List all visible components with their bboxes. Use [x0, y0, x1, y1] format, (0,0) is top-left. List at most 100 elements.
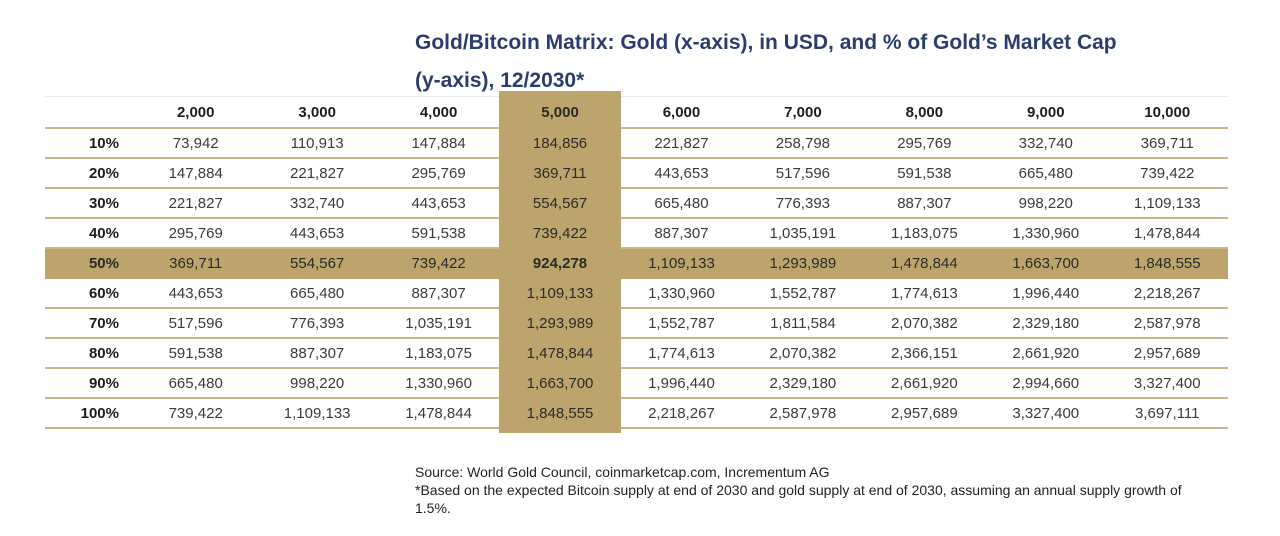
matrix-cell: 2,661,920	[863, 369, 986, 399]
column-header-6000: 6,000	[620, 96, 743, 129]
column-header-7000: 7,000	[742, 96, 864, 129]
matrix-cell: 2,070,382	[863, 309, 986, 339]
matrix-cell: 776,393	[256, 309, 378, 339]
matrix-cell: 110,913	[256, 129, 378, 159]
matrix-cell: 295,769	[377, 159, 500, 189]
matrix-cell: 2,218,267	[1106, 279, 1228, 309]
row-label-90pct: 90%	[45, 369, 135, 399]
matrix-cell: 2,070,382	[742, 339, 864, 369]
matrix-cell: 1,183,075	[377, 339, 500, 369]
column-header-9000: 9,000	[985, 96, 1107, 129]
matrix-cell: 221,827	[620, 129, 743, 159]
row-label-100pct: 100%	[45, 399, 135, 429]
matrix-cell: 2,366,151	[863, 339, 986, 369]
footnote: *Based on the expected Bitcoin supply at…	[415, 482, 1182, 516]
page-title: Gold/Bitcoin Matrix: Gold (x-axis), in U…	[415, 24, 1255, 100]
column-header-5000: 5,000	[499, 96, 621, 129]
matrix-cell: 739,422	[135, 399, 257, 429]
table-row-30pct: 30% 221,827 332,740 443,653 554,567 665,480 77…	[45, 189, 1228, 219]
table-row-90pct: 90% 665,480 998,220 1,330,960 1,663,700 1,996…	[45, 369, 1228, 399]
matrix-table-container: 2,000 3,000 4,000 5,000 6,000 7,000 8,000 9,000…	[45, 96, 1228, 429]
matrix-cell: 1,330,960	[985, 219, 1107, 249]
column-header-10000: 10,000	[1106, 96, 1228, 129]
matrix-cell: 739,422	[1106, 159, 1228, 189]
matrix-cell: 1,293,989	[499, 309, 621, 339]
matrix-cell: 1,183,075	[863, 219, 986, 249]
matrix-cell: 776,393	[742, 189, 864, 219]
matrix-cell: 1,478,844	[1106, 219, 1228, 249]
matrix-cell: 1,552,787	[742, 279, 864, 309]
matrix-cell: 887,307	[256, 339, 378, 369]
table-row-20pct: 20% 147,884 221,827 295,769 369,711 443,653 51…	[45, 159, 1228, 189]
matrix-cell: 332,740	[985, 129, 1107, 159]
matrix-cell: 554,567	[499, 189, 621, 219]
matrix-body: 10% 73,942 110,913 147,884 184,856 221,827 258…	[45, 129, 1228, 429]
matrix-cell: 739,422	[499, 219, 621, 249]
matrix-cell: 665,480	[620, 189, 743, 219]
matrix-table: 2,000 3,000 4,000 5,000 6,000 7,000 8,000 9,000…	[45, 96, 1228, 429]
matrix-cell: 1,811,584	[742, 309, 864, 339]
matrix-cell: 221,827	[135, 189, 257, 219]
row-label-70pct: 70%	[45, 309, 135, 339]
matrix-cell: 1,663,700	[985, 249, 1107, 279]
column-header-2000: 2,000	[135, 96, 257, 129]
header-row: 2,000 3,000 4,000 5,000 6,000 7,000 8,000 9,000…	[45, 96, 1228, 129]
table-row-50pct: 50% 369,711 554,567 739,422 924,278 1,109,133…	[45, 249, 1228, 279]
matrix-cell: 3,327,400	[985, 399, 1107, 429]
row-label-60pct: 60%	[45, 279, 135, 309]
matrix-cell: 443,653	[620, 159, 743, 189]
matrix-cell: 2,994,660	[985, 369, 1107, 399]
matrix-cell: 221,827	[256, 159, 378, 189]
matrix-cell: 1,330,960	[377, 369, 500, 399]
matrix-cell: 443,653	[135, 279, 257, 309]
matrix-cell: 924,278	[499, 249, 621, 279]
table-row-10pct: 10% 73,942 110,913 147,884 184,856 221,827 258…	[45, 129, 1228, 159]
matrix-cell: 2,587,978	[1106, 309, 1228, 339]
table-row-80pct: 80% 591,538 887,307 1,183,075 1,478,844 1,774…	[45, 339, 1228, 369]
matrix-cell: 517,596	[135, 309, 257, 339]
matrix-cell: 2,587,978	[742, 399, 864, 429]
footer-notes: Source: World Gold Council, coinmarketca…	[415, 463, 1215, 517]
matrix-cell: 1,552,787	[620, 309, 743, 339]
matrix-cell: 2,329,180	[742, 369, 864, 399]
matrix-cell: 1,109,133	[256, 399, 378, 429]
matrix-cell: 258,798	[742, 129, 864, 159]
matrix-cell: 998,220	[985, 189, 1107, 219]
matrix-cell: 887,307	[620, 219, 743, 249]
matrix-cell: 665,480	[985, 159, 1107, 189]
matrix-cell: 1,848,555	[1106, 249, 1228, 279]
matrix-cell: 443,653	[256, 219, 378, 249]
matrix-cell: 1,109,133	[1106, 189, 1228, 219]
matrix-cell: 147,884	[377, 129, 500, 159]
matrix-cell: 1,293,989	[742, 249, 864, 279]
column-header-8000: 8,000	[863, 96, 986, 129]
matrix-cell: 1,663,700	[499, 369, 621, 399]
matrix-cell: 3,327,400	[1106, 369, 1228, 399]
page-title-line1: Gold/Bitcoin Matrix: Gold (x-axis), in U…	[415, 31, 1117, 54]
matrix-cell: 1,035,191	[742, 219, 864, 249]
column-header-3000: 3,000	[256, 96, 378, 129]
matrix-cell: 1,996,440	[985, 279, 1107, 309]
corner-cell	[45, 96, 135, 129]
matrix-cell: 1,774,613	[620, 339, 743, 369]
matrix-cell: 443,653	[377, 189, 500, 219]
matrix-cell: 1,109,133	[620, 249, 743, 279]
matrix-cell: 665,480	[135, 369, 257, 399]
matrix-cell: 591,538	[377, 219, 500, 249]
table-row-70pct: 70% 517,596 776,393 1,035,191 1,293,989 1,552…	[45, 309, 1228, 339]
table-row-40pct: 40% 295,769 443,653 591,538 739,422 887,307 1,…	[45, 219, 1228, 249]
matrix-cell: 1,996,440	[620, 369, 743, 399]
matrix-header: 2,000 3,000 4,000 5,000 6,000 7,000 8,000 9,000…	[45, 96, 1228, 129]
matrix-cell: 147,884	[135, 159, 257, 189]
matrix-cell: 1,774,613	[863, 279, 986, 309]
matrix-cell: 2,329,180	[985, 309, 1107, 339]
matrix-cell: 591,538	[135, 339, 257, 369]
matrix-cell: 369,711	[135, 249, 257, 279]
matrix-cell: 591,538	[863, 159, 986, 189]
matrix-cell: 739,422	[377, 249, 500, 279]
page-title-line2: (y-axis), 12/2030*	[415, 69, 585, 92]
matrix-cell: 2,957,689	[863, 399, 986, 429]
matrix-cell: 295,769	[135, 219, 257, 249]
row-label-80pct: 80%	[45, 339, 135, 369]
matrix-cell: 1,109,133	[499, 279, 621, 309]
